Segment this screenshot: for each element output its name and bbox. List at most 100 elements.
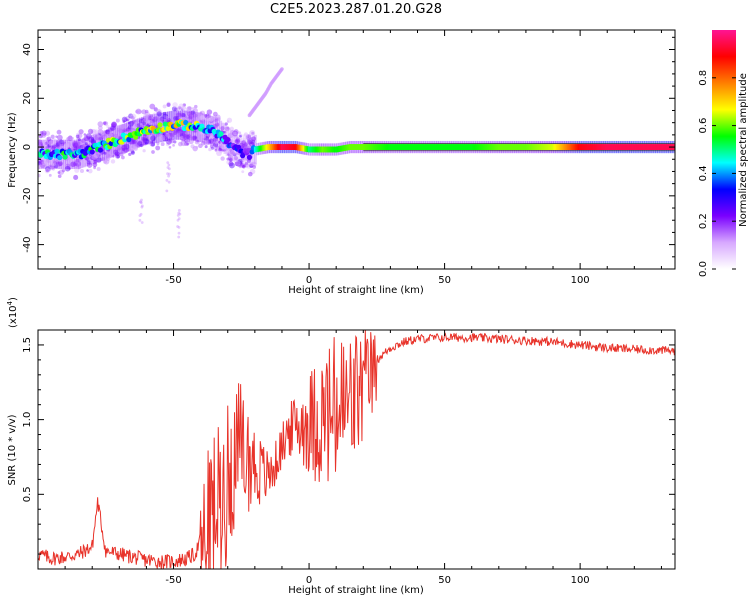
main-track-cell bbox=[638, 144, 642, 150]
main-track-cell bbox=[497, 144, 501, 150]
spectral-point bbox=[72, 162, 77, 167]
spectral-point bbox=[107, 132, 111, 137]
spectral-point bbox=[223, 147, 227, 151]
spectral-point bbox=[49, 143, 52, 146]
spectral-point bbox=[142, 121, 146, 126]
main-track-cell bbox=[279, 144, 283, 150]
spectral-point bbox=[79, 168, 85, 174]
main-track-cell bbox=[390, 144, 394, 150]
spectral-point bbox=[39, 159, 45, 165]
spectral-point bbox=[247, 141, 252, 145]
main-track-cell bbox=[369, 144, 372, 150]
main-track-cell bbox=[581, 144, 585, 150]
spectral-point bbox=[140, 221, 144, 224]
spectral-point bbox=[116, 135, 120, 140]
spectral-point bbox=[168, 132, 173, 138]
spectral-point bbox=[226, 151, 232, 157]
snr-x-ticks: -50 0 50 100 bbox=[64, 330, 662, 586]
main-track-cell bbox=[621, 144, 624, 150]
main-track-cell bbox=[606, 144, 609, 150]
spectral-point bbox=[59, 139, 64, 145]
main-track-cell bbox=[321, 146, 325, 153]
main-track-cell bbox=[386, 144, 390, 150]
spectral-point bbox=[227, 153, 230, 156]
spectral-point bbox=[97, 121, 104, 127]
main-track-cell bbox=[623, 144, 627, 150]
spectral-point bbox=[241, 143, 248, 150]
spectral-point bbox=[46, 166, 52, 172]
spectral-point bbox=[242, 163, 246, 167]
spectral-point bbox=[177, 225, 181, 229]
main-track-cell bbox=[619, 144, 623, 150]
main-track-cell bbox=[562, 144, 566, 150]
spectral-point bbox=[121, 124, 125, 129]
spectral-point bbox=[79, 142, 83, 146]
spectral-point bbox=[74, 160, 77, 164]
spectral-point bbox=[177, 106, 181, 111]
spectral-point bbox=[74, 167, 80, 173]
spectral-point bbox=[64, 163, 71, 170]
spectral-point bbox=[239, 140, 244, 145]
spectral-point bbox=[165, 115, 168, 119]
main-track-cell bbox=[374, 144, 377, 150]
snr-y-multiplier: (x104) bbox=[6, 297, 19, 328]
spectral-point bbox=[116, 154, 120, 159]
spectral-point bbox=[167, 137, 173, 143]
spectral-point bbox=[200, 115, 205, 120]
spectral-point bbox=[94, 152, 99, 157]
spectral-point bbox=[180, 113, 187, 120]
spectral-point bbox=[144, 121, 148, 125]
spectral-point bbox=[95, 155, 99, 158]
main-track-cell bbox=[553, 144, 556, 150]
main-track-cell bbox=[610, 144, 613, 150]
main-track-cell bbox=[360, 144, 364, 150]
spectral-point bbox=[51, 138, 57, 144]
spectral-point bbox=[227, 149, 233, 154]
spectral-point bbox=[251, 131, 255, 135]
main-track-cell bbox=[435, 144, 438, 150]
main-track-cell bbox=[636, 144, 639, 150]
main-track-point bbox=[89, 149, 95, 155]
main-track-cell bbox=[626, 144, 630, 150]
spectral-point bbox=[149, 118, 155, 124]
spectral-point bbox=[121, 124, 127, 130]
main-track-cell bbox=[378, 144, 382, 150]
spectral-point bbox=[77, 166, 81, 170]
spectral-point bbox=[141, 117, 146, 122]
main-track-cell bbox=[603, 144, 607, 150]
main-track-cell bbox=[343, 145, 346, 151]
x-tick-label: 50 bbox=[438, 575, 451, 586]
spectral-point bbox=[143, 113, 150, 120]
main-track-cell bbox=[294, 144, 298, 150]
spectral-point bbox=[215, 114, 221, 120]
spectral-point bbox=[166, 101, 171, 106]
spectral-point bbox=[209, 135, 214, 140]
main-track-cell bbox=[659, 144, 662, 150]
spectral-point bbox=[93, 159, 98, 164]
spectral-point bbox=[172, 130, 177, 134]
main-track-cell bbox=[645, 144, 649, 150]
spectral-point bbox=[194, 130, 197, 133]
spectral-point bbox=[119, 147, 123, 151]
spectral-point bbox=[132, 139, 137, 144]
spectral-point bbox=[216, 117, 221, 122]
spectral-point bbox=[235, 159, 242, 166]
main-track-cell bbox=[655, 144, 658, 150]
main-track-cell bbox=[500, 144, 504, 150]
main-track-cell bbox=[663, 144, 666, 150]
spectral-point bbox=[179, 114, 183, 118]
spectral-point bbox=[141, 139, 147, 146]
spectral-point bbox=[190, 119, 194, 123]
main-track-cell bbox=[348, 144, 352, 150]
spectral-point bbox=[85, 153, 92, 160]
main-track-cell bbox=[428, 144, 432, 150]
spectral-point bbox=[186, 134, 192, 140]
spectral-point bbox=[238, 131, 242, 135]
spectral-point bbox=[126, 118, 129, 122]
spectral-point bbox=[237, 160, 243, 167]
main-track-cell bbox=[627, 144, 631, 150]
main-track-cell bbox=[329, 146, 333, 153]
spectral-point bbox=[199, 119, 203, 123]
main-track-cell bbox=[469, 144, 472, 150]
spectral-point bbox=[174, 113, 178, 117]
